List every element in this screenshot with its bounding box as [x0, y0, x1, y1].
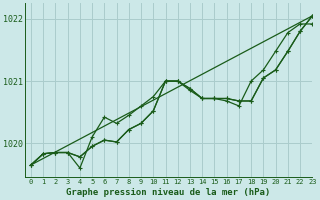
X-axis label: Graphe pression niveau de la mer (hPa): Graphe pression niveau de la mer (hPa) — [67, 188, 271, 197]
